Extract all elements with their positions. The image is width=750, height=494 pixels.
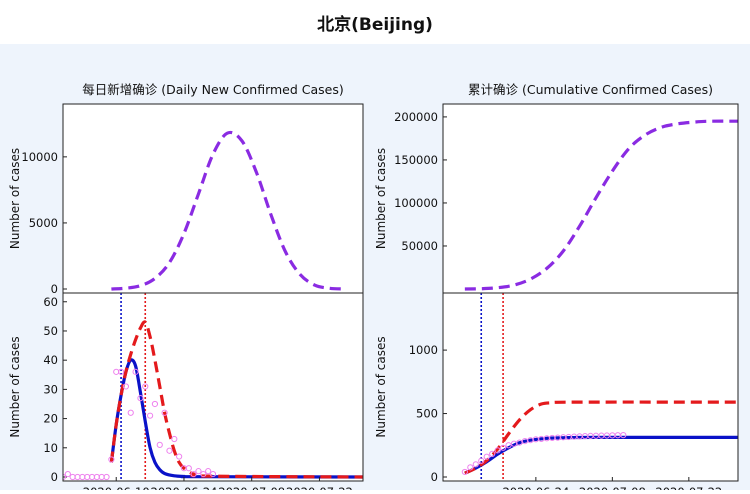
- y-tick-label: 30: [43, 382, 58, 396]
- series-group: [461, 400, 738, 476]
- actual-case-point: [122, 383, 130, 390]
- actual-case-point: [461, 468, 468, 476]
- chart-canvas: 每日新增确诊 (Daily New Confirmed Cases)050001…: [8, 82, 739, 494]
- x-tick-label: 2020-07-08: [218, 485, 285, 490]
- y-tick-label: 40: [43, 353, 58, 367]
- actual-case-point: [200, 470, 207, 478]
- page-title: 北京(Beijing): [0, 0, 750, 44]
- chart-title: 每日新增确诊 (Daily New Confirmed Cases): [82, 82, 344, 97]
- chart-cumulative: 累计确诊 (Cumulative Confirmed Cases) 50000 10…: [374, 82, 739, 494]
- actual-case-point: [127, 409, 134, 416]
- x-tick-label: 2020-06-24: [502, 485, 569, 490]
- axes-frame: [442, 292, 739, 482]
- actual-case-point: [117, 368, 125, 375]
- actual-case-point: [108, 456, 115, 463]
- y-axis-label: Number of cases: [8, 148, 22, 249]
- actual-case-point: [205, 468, 212, 475]
- series-line-level3: [464, 400, 738, 475]
- actual-case-point: [176, 453, 183, 460]
- actual-case-point: [190, 470, 197, 478]
- actual-case-point: [467, 464, 474, 471]
- y-tick-label: 10: [43, 441, 58, 455]
- y-tick-label: 10000: [21, 150, 58, 164]
- actual-case-point: [620, 432, 627, 439]
- actual-case-point: [516, 439, 523, 446]
- actual-case-point: [185, 465, 192, 472]
- actual-case-point: [132, 368, 139, 375]
- y-axis-label: Number of cases: [374, 148, 388, 249]
- y-tick-label: 50: [43, 324, 58, 338]
- actual-case-point: [171, 435, 178, 443]
- actual-case-point: [146, 412, 154, 419]
- series-group: [63, 320, 363, 481]
- y-tick-label: 200000: [394, 110, 438, 124]
- series-group: [111, 130, 344, 291]
- actual-case-point: [472, 461, 479, 468]
- actual-case-point: [156, 441, 163, 448]
- series-line-nocontrol: [464, 119, 738, 291]
- actual-case-point: [489, 450, 496, 458]
- actual-case-point: [103, 473, 110, 481]
- series-line-level3: [109, 320, 363, 479]
- actual-case-point: [195, 468, 202, 475]
- x-tick-label: 2020-06-24: [151, 485, 218, 490]
- y-axis-label: Number of cases: [8, 336, 22, 437]
- axes-frame: [62, 292, 364, 482]
- actual-case-point: [494, 447, 501, 454]
- x-tick-label: 2020-07-22: [286, 485, 353, 490]
- y-tick-label: 500: [416, 407, 438, 421]
- series-group: [464, 119, 738, 291]
- y-tick-label: 0: [51, 470, 58, 484]
- y-tick-label: 20: [43, 412, 58, 426]
- actual-case-point: [151, 400, 159, 408]
- actual-case-point: [483, 453, 490, 460]
- actual-case-point: [64, 470, 71, 478]
- actual-case-point: [209, 470, 217, 478]
- x-tick-label: 2020-07-08: [579, 485, 646, 490]
- actual-case-point: [505, 442, 512, 449]
- x-tick-label: 2020-06-10: [83, 485, 150, 490]
- actual-case-point: [142, 383, 149, 390]
- chart-title: 累计确诊 (Cumulative Confirmed Cases): [468, 82, 713, 97]
- y-tick-label: 60: [43, 295, 58, 309]
- series-line-level2: [109, 358, 363, 479]
- actual-case-point: [478, 457, 485, 464]
- x-tick-label: 2020-07-22: [655, 485, 722, 490]
- chart-panel: 每日新增确诊 (Daily New Confirmed Cases) 0 5000 1…: [0, 44, 750, 494]
- y-axis-label: Number of cases: [374, 336, 388, 437]
- y-tick-label: 0: [431, 470, 438, 484]
- y-tick-label: 150000: [394, 153, 438, 167]
- y-tick-label: 50000: [401, 239, 438, 253]
- actual-case-point: [137, 395, 144, 402]
- series-line-nocontrol: [111, 130, 344, 291]
- chart-daily: 每日新增确诊 (Daily New Confirmed Cases) 0 5000 1…: [8, 82, 364, 494]
- actual-case-point: [499, 444, 507, 451]
- y-tick-label: 1000: [409, 343, 438, 357]
- actual-case-point: [161, 409, 168, 416]
- y-tick-label: 5000: [29, 216, 58, 230]
- actual-case-point: [166, 447, 173, 454]
- y-tick-label: 100000: [394, 196, 438, 210]
- y-tick-label: 0: [51, 282, 58, 296]
